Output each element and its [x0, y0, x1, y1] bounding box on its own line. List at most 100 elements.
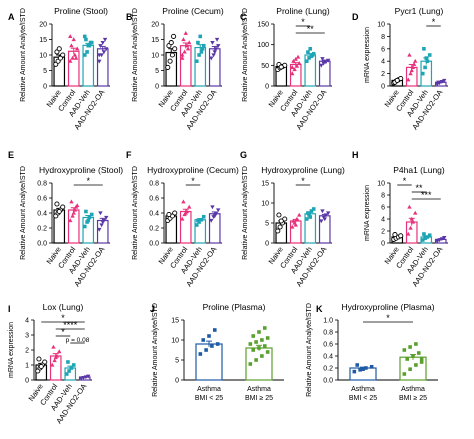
- data-point: [369, 365, 374, 369]
- data-point: [87, 215, 92, 220]
- data-point: [166, 211, 172, 218]
- y-tick-label: 10: [261, 201, 269, 208]
- data-point: [66, 360, 70, 364]
- data-point: [278, 64, 284, 70]
- data-point: [425, 235, 430, 239]
- data-point: [262, 344, 267, 348]
- y-tick-label: 6: [381, 46, 385, 53]
- data-point: [406, 231, 411, 236]
- data-point: [196, 40, 200, 45]
- data-point: [410, 219, 416, 224]
- data-point: [419, 357, 424, 361]
- data-point: [248, 362, 253, 366]
- y-tick-label: 100: [257, 42, 269, 49]
- y-axis-label: Relative Amount Analyte/ISTD: [20, 8, 27, 102]
- y-tick-label: 0: [155, 84, 159, 91]
- sig-label: *: [301, 17, 305, 27]
- data-point: [216, 208, 221, 213]
- data-point: [319, 63, 324, 68]
- data-point: [207, 334, 211, 338]
- x-tick-label-line2: BMI < 25: [349, 395, 377, 402]
- x-tick-label-line2: BMI ≥ 25: [245, 395, 273, 402]
- y-tick-label: 6: [381, 205, 385, 212]
- data-point: [294, 63, 300, 68]
- data-point: [42, 359, 48, 365]
- data-point: [56, 46, 62, 52]
- data-point: [201, 43, 206, 48]
- data-point: [408, 71, 413, 76]
- data-point: [198, 352, 203, 356]
- data-point: [187, 204, 192, 209]
- data-point: [209, 218, 214, 223]
- data-point: [402, 372, 407, 376]
- data-point: [68, 34, 73, 38]
- sig-label: p = 0.08: [66, 337, 90, 344]
- x-tick-label-line2: BMI ≥ 25: [399, 395, 427, 402]
- data-point: [411, 62, 417, 66]
- data-point: [104, 47, 109, 52]
- data-point: [355, 363, 360, 367]
- panel-b: B Proline (Cecum) Relative Amount Analyte/…: [126, 6, 224, 131]
- y-axis-label: mRNA expression: [364, 185, 371, 241]
- data-point: [71, 37, 76, 42]
- y-tick-label: 15: [261, 181, 269, 188]
- y-tick-label: 2: [25, 348, 29, 355]
- data-point: [306, 211, 310, 215]
- x-tick-label: Asthma: [401, 386, 425, 393]
- bar-2: [67, 209, 80, 244]
- data-point: [84, 37, 88, 42]
- y-tick-label: 0.4: [323, 354, 333, 361]
- data-point: [407, 52, 412, 57]
- y-tick-label: 1: [25, 363, 29, 370]
- data-point: [439, 80, 445, 84]
- data-point: [71, 210, 76, 215]
- x-tick-label: Asthma: [197, 386, 221, 393]
- data-point: [410, 65, 416, 69]
- y-tick-label: 10: [151, 53, 159, 60]
- data-point: [73, 204, 79, 209]
- data-point: [98, 211, 103, 216]
- data-point: [322, 217, 327, 222]
- data-point: [262, 326, 267, 330]
- panel-c: C Proline (Lung) Relative Amount Analyte/I…: [240, 6, 332, 131]
- chart-title: Proline (Stool): [54, 6, 108, 16]
- y-tick-label: 0.0: [37, 241, 47, 248]
- y-tick-label: 8: [381, 193, 385, 200]
- data-point: [71, 363, 76, 367]
- y-tick-label: 0.0: [323, 378, 333, 385]
- y-tick-label: 10: [377, 181, 385, 188]
- y-tick-label: 0.6: [323, 342, 333, 349]
- x-tick-label: Asthma: [247, 386, 271, 393]
- data-point: [398, 233, 404, 239]
- data-point: [290, 224, 295, 229]
- data-point: [326, 58, 331, 63]
- data-point: [435, 239, 440, 244]
- data-point: [278, 218, 284, 224]
- sig-label: ****: [63, 320, 78, 330]
- y-tick-label: 0: [265, 84, 269, 91]
- data-point: [307, 56, 311, 60]
- data-point: [53, 355, 58, 360]
- data-point: [169, 52, 175, 58]
- data-point: [86, 43, 91, 48]
- data-point: [36, 356, 42, 362]
- data-point: [411, 354, 415, 358]
- y-tick-label: 5: [43, 68, 47, 75]
- data-point: [408, 367, 412, 371]
- chart-title: Hydroxyproline (Cecum): [147, 165, 239, 175]
- data-point: [85, 50, 89, 54]
- y-tick-label: 2: [381, 229, 385, 236]
- y-tick-label: 20: [39, 22, 47, 29]
- y-tick-label: 5: [155, 68, 159, 75]
- sig-label: **: [307, 24, 315, 34]
- data-point: [187, 40, 192, 45]
- panel-letter: I: [8, 304, 11, 314]
- data-point: [210, 41, 215, 45]
- data-point: [291, 58, 296, 63]
- y-tick-label: 10: [171, 338, 179, 345]
- data-point: [209, 56, 214, 61]
- data-point: [420, 238, 425, 242]
